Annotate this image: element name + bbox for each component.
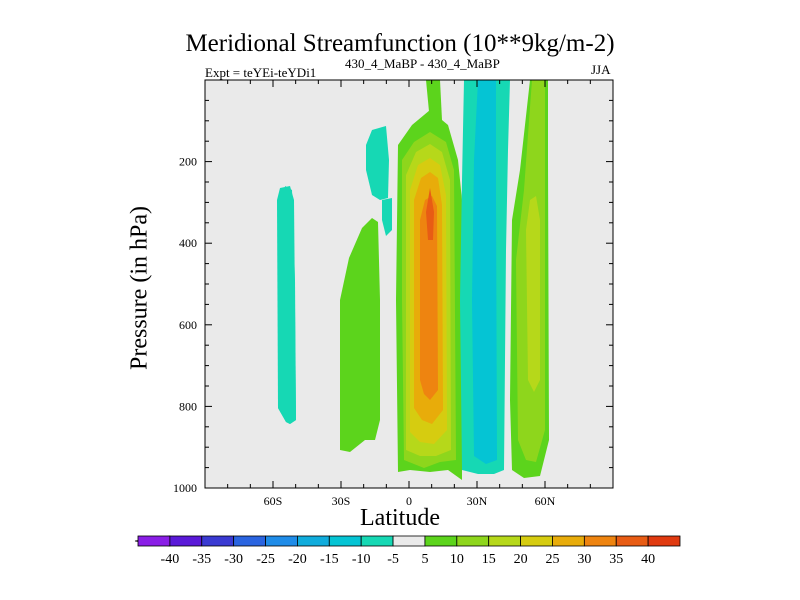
colorbar-bin bbox=[137, 535, 171, 547]
colorbar-label: -15 bbox=[320, 552, 339, 567]
colorbar-label: -35 bbox=[192, 552, 211, 567]
x-tick-label: 30S bbox=[332, 494, 351, 508]
contour-pos-eq-top bbox=[426, 80, 442, 122]
y-tick-label: 200 bbox=[179, 155, 197, 169]
colorbar-label: 25 bbox=[545, 552, 559, 567]
colorbar-bin bbox=[615, 535, 649, 547]
colorbar-label: -40 bbox=[161, 552, 180, 567]
colorbar-label: -30 bbox=[224, 552, 243, 567]
y-tick-label: 600 bbox=[179, 318, 197, 332]
colorbar-bin bbox=[360, 535, 394, 547]
x-tick-label: 60N bbox=[535, 494, 556, 508]
colorbar-label: -25 bbox=[256, 552, 275, 567]
contour-neg-north-10 bbox=[472, 80, 497, 464]
colorbar-bin bbox=[328, 535, 362, 547]
x-axis-label: Latitude bbox=[360, 505, 440, 531]
colorbar-bin bbox=[297, 535, 330, 547]
colorbar-bin bbox=[583, 535, 617, 547]
colorbar-bin bbox=[647, 535, 681, 547]
contour-pos-eq-30 bbox=[420, 196, 438, 400]
colorbar-bin bbox=[552, 535, 585, 547]
y-axis-label: Pressure (in hPa) bbox=[126, 206, 153, 370]
contour-neg-south-body bbox=[277, 186, 296, 424]
colorbar-bin bbox=[265, 535, 298, 547]
colorbar-label: 5 bbox=[421, 552, 428, 567]
colorbar-label: 40 bbox=[641, 552, 655, 567]
colorbar-label: -5 bbox=[387, 552, 399, 567]
colorbar-bin bbox=[424, 535, 458, 547]
experiment-label: Expt = teYEi-teYDi1 bbox=[205, 65, 317, 80]
colorbar-bin bbox=[233, 535, 266, 547]
season-label: JJA bbox=[591, 62, 611, 77]
y-tick-label: 800 bbox=[179, 399, 197, 413]
x-tick-label: 30N bbox=[467, 494, 488, 508]
x-tick-label: 0 bbox=[406, 494, 412, 508]
colorbar-label: -20 bbox=[288, 552, 307, 567]
colorbar-label: -10 bbox=[352, 552, 371, 567]
colorbar-label: 20 bbox=[514, 552, 528, 567]
colorbar-bin bbox=[488, 535, 521, 547]
colorbar: -40 -35 -30 -25 -20 -15 -10 -5 5 10 15 20 25 30 35 40 bbox=[134, 535, 681, 567]
y-tick-label: 1000 bbox=[173, 481, 197, 495]
colorbar-label: 30 bbox=[577, 552, 591, 567]
contour-pos-north-15 bbox=[526, 196, 540, 392]
contour-pos-eq-35 bbox=[426, 188, 434, 240]
colorbar-label: 10 bbox=[450, 552, 464, 567]
contour-neg-mid-lower bbox=[382, 198, 392, 236]
colorbar-label: 15 bbox=[482, 552, 496, 567]
contour-neg-mid bbox=[366, 126, 389, 200]
colorbar-label: 35 bbox=[609, 552, 623, 567]
colorbar-bin bbox=[392, 535, 426, 547]
y-tick-label: 400 bbox=[179, 236, 197, 250]
colorbar-bin bbox=[520, 535, 553, 547]
colorbar-bin bbox=[201, 535, 235, 547]
chart-title: Meridional Streamfunction (10**9kg/m-2) bbox=[185, 30, 615, 57]
comparison-label: 430_4_MaBP - 430_4_MaBP bbox=[345, 56, 500, 71]
x-tick-label: 60S bbox=[264, 494, 283, 508]
colorbar-bin bbox=[169, 535, 203, 547]
colorbar-bin bbox=[456, 535, 490, 547]
x-axis-ticks: 60S 30S 0 30N 60N bbox=[204, 80, 614, 508]
contour-pos-south bbox=[340, 218, 380, 452]
y-axis-ticks: 200 400 600 800 1000 bbox=[173, 79, 613, 495]
